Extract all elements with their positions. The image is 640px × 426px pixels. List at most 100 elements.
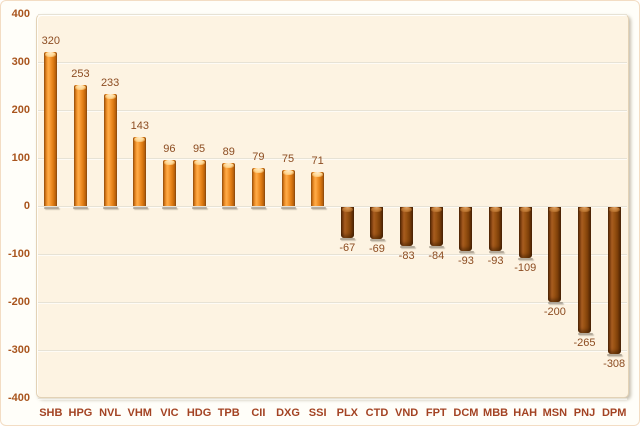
bar-highlight [490,207,502,212]
gridline [38,206,627,207]
y-tick-label: -200 [7,296,30,308]
y-tick-label: -100 [7,248,30,260]
bar-shadow [340,238,356,241]
value-label: -109 [514,262,537,275]
bar-shb [44,52,58,206]
value-label: -93 [487,254,504,267]
category-label: DCM [453,407,479,419]
category-label: DXG [276,407,300,419]
value-label: 95 [192,143,206,156]
y-tick-label: -400 [7,392,30,404]
value-label: -69 [369,243,385,256]
bar-highlight [74,84,86,90]
y-tick-label: -300 [7,344,30,356]
bar-shadow [369,239,385,242]
bar-highlight [282,170,294,175]
category-label: HAH [513,407,538,419]
bar-nvl [103,94,117,206]
bar-highlight [519,207,531,212]
bar-vnd [400,207,414,246]
gridline [38,398,627,399]
bar-highlight [401,207,413,212]
bar-highlight [163,159,175,165]
bar-hah [518,207,532,259]
category-label: MBB [483,407,509,419]
gridline [38,158,627,159]
value-label: 253 [71,67,90,80]
category-label: TPB [217,407,240,419]
value-label: 89 [222,146,235,159]
bar-shadow [251,207,267,209]
value-label: 233 [100,77,120,90]
bar-plx [340,207,354,239]
category-label: VIC [160,407,179,419]
gridline [38,302,627,303]
bar-shadow [547,302,563,304]
gridline [38,350,627,351]
bar-shadow [221,207,237,209]
bar-ctd [370,207,384,240]
bar-shadow [488,250,504,253]
bar-shadow [103,207,119,209]
value-label: 96 [163,142,176,155]
bar-highlight [341,207,353,212]
bar-dpm [607,207,621,354]
y-tick-label: 0 [23,200,30,212]
bar-highlight [193,160,205,166]
bar-mbb [489,207,503,251]
gridline [38,62,627,63]
bar-shadow [162,207,178,209]
category-label: HPG [68,407,93,419]
category-label: HDG [186,407,212,419]
bar-highlight [45,52,57,58]
bar-shadow [429,246,445,249]
bar-vic [162,159,176,206]
bar-shadow [458,250,474,253]
bar-hdg [192,160,206,206]
category-label: PNJ [573,407,596,419]
bar-cii [251,168,265,206]
bar-highlight [549,207,561,212]
bar-highlight [579,207,591,212]
value-label: -84 [428,250,445,263]
value-label: -265 [573,337,596,350]
value-label: -83 [398,249,415,262]
category-label: PLX [336,407,359,419]
bar-shadow [577,333,593,336]
bar-shadow [132,207,148,209]
bar-highlight [430,207,442,212]
bar-highlight [460,207,472,212]
value-label: 79 [252,151,265,164]
value-label: -308 [603,357,626,370]
bar-shadow [310,207,326,209]
value-label: -93 [457,254,474,267]
gridline [38,254,627,255]
value-label: 143 [130,120,149,133]
category-label: CTD [365,407,389,419]
bar-tpb [222,163,236,206]
category-label: DPM [601,407,627,419]
category-label: SSI [308,407,327,419]
bar-msn [548,207,562,302]
plot-area [36,14,629,399]
value-label: 75 [281,153,295,165]
y-tick-label: 300 [11,56,30,68]
bar-vhm [133,137,147,206]
bar-shadow [518,258,534,261]
category-label: SHB [39,407,63,419]
gridline [38,110,627,111]
category-label: NVL [99,407,122,419]
category-label: VND [395,407,419,419]
bar-highlight [371,207,383,212]
y-tick-label: 400 [11,8,30,20]
bar-shadow [399,245,415,248]
value-label: 71 [311,154,324,167]
bar-dcm [459,207,473,251]
category-label: FPT [425,407,447,419]
bar-ssi [311,171,325,206]
bar-fpt [429,207,443,247]
category-label: VHM [127,407,152,419]
bar-highlight [608,207,620,212]
y-tick-label: 200 [11,104,30,116]
bar-shadow [192,207,208,209]
